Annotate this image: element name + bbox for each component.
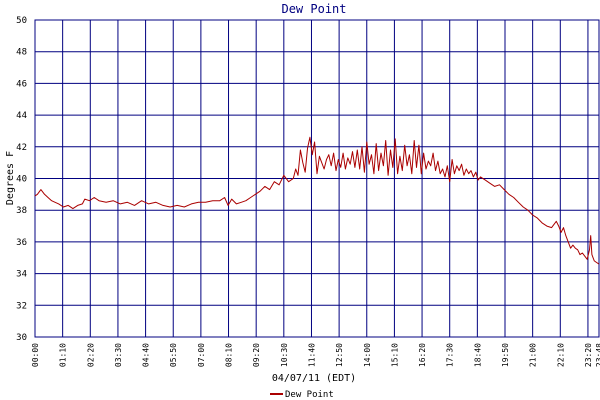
grid bbox=[34, 19, 600, 338]
legend: Dew Point bbox=[270, 390, 334, 400]
x-tick-label: 19:50 bbox=[501, 343, 510, 367]
x-tick-label: 01:10 bbox=[59, 343, 68, 367]
series-line-dew-point bbox=[34, 136, 600, 265]
y-tick-label: 30 bbox=[16, 333, 27, 343]
x-tick-label: 23:48 bbox=[595, 343, 600, 367]
x-tick-label: 17:30 bbox=[446, 343, 455, 367]
y-tick-label: 42 bbox=[16, 143, 27, 153]
x-tick-label: 14:00 bbox=[363, 343, 372, 367]
plot-border bbox=[34, 19, 600, 338]
x-tick-label: 16:20 bbox=[418, 343, 427, 367]
x-tick-label: 11:40 bbox=[307, 343, 316, 367]
y-axis-label: Degrees F bbox=[5, 151, 16, 205]
x-tick-label: 23:20 bbox=[584, 343, 593, 367]
chart-title: Dew Point bbox=[281, 2, 346, 16]
x-tick-label: 21:00 bbox=[529, 343, 538, 367]
y-tick-label: 32 bbox=[16, 301, 27, 311]
x-tick-label: 12:50 bbox=[335, 343, 344, 367]
y-tick-label: 44 bbox=[16, 111, 27, 121]
x-tick-label: 08:10 bbox=[225, 343, 234, 367]
series-layer bbox=[34, 136, 600, 265]
y-tick-label: 48 bbox=[16, 48, 27, 58]
y-tick-label: 50 bbox=[16, 16, 27, 26]
x-tick-label: 05:50 bbox=[169, 343, 178, 367]
y-tick-label: 34 bbox=[16, 270, 27, 280]
y-tick-label: 36 bbox=[16, 238, 27, 248]
x-tick-label: 09:20 bbox=[252, 343, 261, 367]
x-tick-label: 03:30 bbox=[114, 343, 123, 367]
legend-label-dew-point: Dew Point bbox=[285, 390, 334, 400]
x-tick-label: 15:10 bbox=[390, 343, 399, 367]
x-tick-label: 18:40 bbox=[473, 343, 482, 367]
y-tick-label: 40 bbox=[16, 175, 27, 185]
x-tick-label: 07:00 bbox=[197, 343, 206, 367]
x-tick-label: 02:20 bbox=[86, 343, 95, 367]
y-tick-label: 38 bbox=[16, 206, 27, 216]
y-tick-labels: 30 32 34 36 38 40 42 44 46 48 50 bbox=[16, 16, 27, 343]
y-tick-label: 46 bbox=[16, 79, 27, 89]
x-tick-labels: 00:00 01:10 02:20 03:30 04:40 05:50 07:00 08:10… bbox=[31, 343, 600, 367]
x-tick-label: 22:10 bbox=[556, 343, 565, 367]
x-axis-label: 04/07/11 (EDT) bbox=[272, 373, 356, 384]
x-tick-label: 10:30 bbox=[280, 343, 289, 367]
x-tick-label: 04:40 bbox=[142, 343, 151, 367]
x-tick-label: 00:00 bbox=[31, 343, 40, 367]
